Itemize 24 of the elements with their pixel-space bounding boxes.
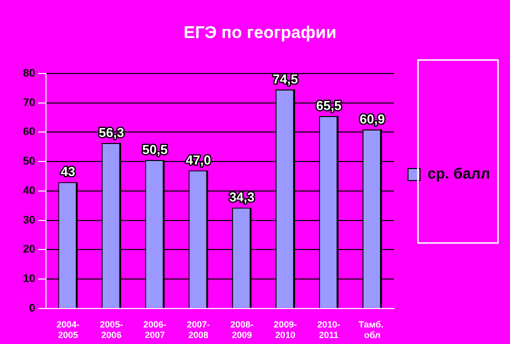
x-tick-label: 2010-2011: [317, 319, 340, 340]
data-label: 60,9: [360, 112, 385, 127]
x-tick-label: 2009-2010: [274, 319, 297, 340]
y-tick-label: 20: [22, 244, 36, 256]
x-tick-label: 2008-2009: [230, 319, 254, 340]
x-tick-label: 2004-2005: [56, 319, 80, 340]
y-tick-label: 30: [22, 214, 36, 226]
x-tick-label: 2006-2007: [143, 319, 166, 340]
y-tick-label: 50: [22, 156, 36, 168]
x-tick-label: 2007-2008: [186, 319, 210, 340]
x-tick-label: Тамб. обл: [358, 319, 386, 340]
data-label: 43: [60, 164, 76, 180]
y-tick-label: 60: [22, 126, 36, 138]
y-tick-label: 10: [22, 273, 36, 286]
data-label: 34,3: [229, 190, 255, 205]
y-tick-label: 80: [22, 67, 36, 80]
y-tick-label: 40: [22, 184, 36, 197]
legend-label: ср. балл: [427, 166, 490, 183]
data-label: 74,5: [272, 72, 298, 87]
chart-title: ЕГЭ по географии: [184, 22, 336, 42]
data-label: 50,5: [142, 142, 168, 158]
x-tick-label: 2005-2006: [100, 319, 123, 340]
y-tick-label: 0: [29, 302, 36, 314]
y-tick-label: 70: [22, 96, 36, 109]
